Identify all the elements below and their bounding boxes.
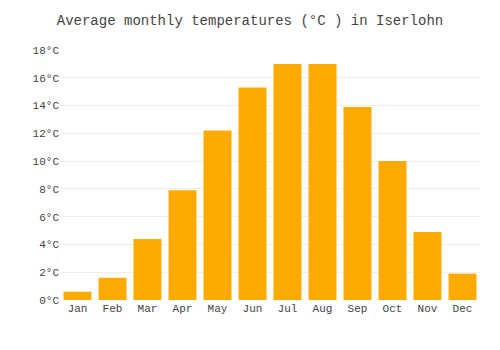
svg-text:Mar: Mar xyxy=(138,303,158,315)
svg-text:Jan: Jan xyxy=(68,303,88,315)
svg-text:Aug: Aug xyxy=(313,303,333,315)
svg-text:Sep: Sep xyxy=(348,303,368,315)
svg-text:Apr: Apr xyxy=(173,303,193,315)
svg-text:May: May xyxy=(208,303,228,315)
svg-text:12°C: 12°C xyxy=(33,128,60,140)
svg-text:Jun: Jun xyxy=(243,303,263,315)
svg-text:18°C: 18°C xyxy=(33,45,60,57)
svg-text:4°C: 4°C xyxy=(39,239,59,251)
svg-text:6°C: 6°C xyxy=(39,212,59,224)
svg-text:Jul: Jul xyxy=(278,303,298,315)
svg-text:Average monthly temperatures (: Average monthly temperatures (°C ) in Is… xyxy=(57,13,443,29)
svg-text:2°C: 2°C xyxy=(39,267,59,279)
svg-text:14°C: 14°C xyxy=(33,100,60,112)
svg-text:16°C: 16°C xyxy=(33,73,60,85)
svg-text:Oct: Oct xyxy=(383,303,403,315)
svg-text:Nov: Nov xyxy=(418,303,438,315)
svg-text:Dec: Dec xyxy=(453,303,473,315)
svg-text:0°C: 0°C xyxy=(39,295,59,307)
svg-text:Feb: Feb xyxy=(103,303,123,315)
svg-text:8°C: 8°C xyxy=(39,184,59,196)
svg-text:10°C: 10°C xyxy=(33,156,60,168)
